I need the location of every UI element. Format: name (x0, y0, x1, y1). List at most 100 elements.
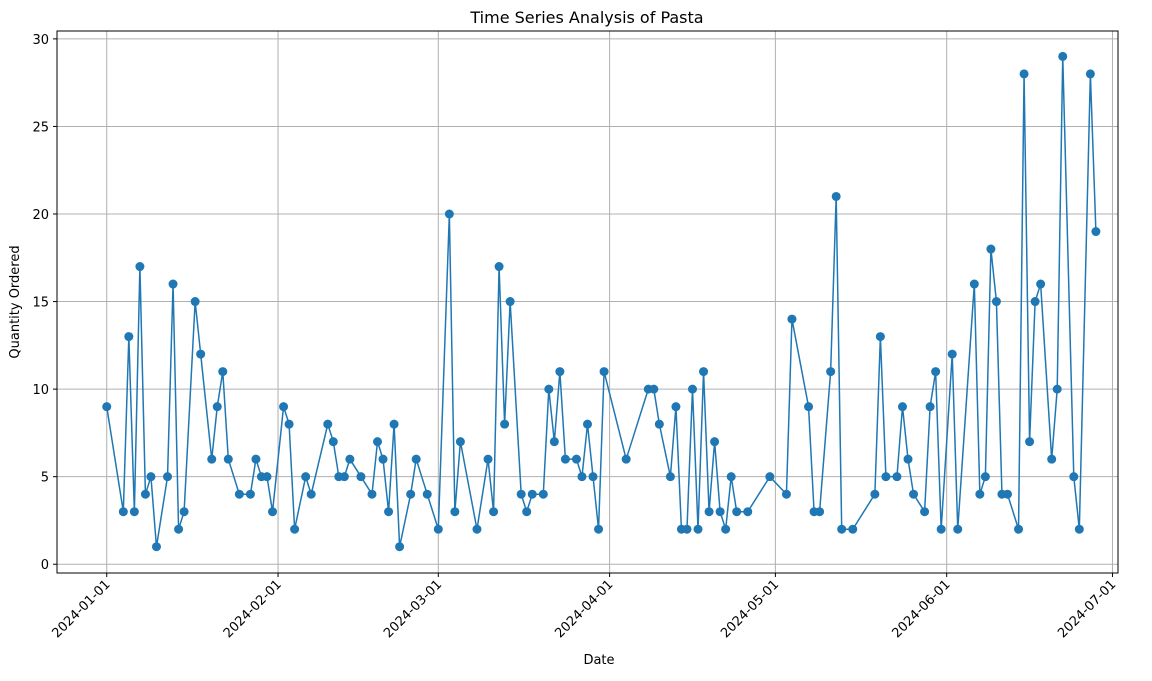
marker (848, 524, 858, 534)
marker (621, 454, 631, 464)
marker (583, 419, 592, 429)
marker (925, 402, 935, 412)
marker (815, 507, 825, 517)
marker (980, 472, 990, 482)
marker (251, 454, 261, 464)
marker (450, 507, 460, 517)
y-tick-label: 30 (32, 33, 49, 48)
marker (991, 297, 1001, 307)
marker (245, 489, 255, 499)
marker (323, 419, 333, 429)
marker (903, 454, 913, 464)
marker (975, 489, 985, 499)
marker (527, 489, 537, 499)
marker (1091, 227, 1101, 237)
marker (218, 367, 228, 377)
marker (765, 472, 775, 482)
marker (516, 489, 526, 499)
marker (455, 437, 465, 447)
marker (489, 507, 499, 517)
marker (279, 402, 289, 412)
marker (649, 384, 659, 394)
y-axis-title: Quantity Ordered (8, 245, 23, 358)
marker (1019, 69, 1029, 79)
marker (1052, 384, 1062, 394)
marker (931, 367, 941, 377)
marker (284, 419, 294, 429)
marker (577, 472, 587, 482)
x-axis-title: Date (583, 653, 614, 668)
x-tick-label: 2024-07-01 (1055, 577, 1119, 641)
marker (124, 332, 134, 342)
marker (223, 454, 233, 464)
marker (118, 507, 128, 517)
marker (196, 349, 206, 359)
marker (129, 507, 139, 517)
marker (875, 332, 885, 342)
marker (500, 419, 510, 429)
marker (268, 507, 278, 517)
marker (571, 454, 581, 464)
marker (687, 384, 697, 394)
marker (411, 454, 421, 464)
marker (947, 349, 957, 359)
marker (301, 472, 311, 482)
marker (693, 524, 703, 534)
marker (207, 454, 217, 464)
x-tick-label: 2024-04-01 (552, 577, 616, 641)
marker (168, 279, 178, 289)
marker (1002, 489, 1012, 499)
marker (544, 384, 554, 394)
x-tick-label: 2024-02-01 (221, 577, 285, 641)
marker (140, 489, 150, 499)
marker (1014, 524, 1024, 534)
marker (787, 314, 797, 324)
marker (721, 524, 731, 534)
marker (306, 489, 316, 499)
marker (505, 297, 515, 307)
marker (384, 507, 394, 517)
marker (986, 244, 996, 254)
marker (378, 454, 388, 464)
marker (682, 524, 692, 534)
marker (406, 489, 416, 499)
x-tick-label: 2024-03-01 (381, 577, 445, 641)
marker (234, 489, 244, 499)
marker (671, 402, 681, 412)
marker (837, 524, 847, 534)
y-tick-label: 5 (41, 471, 49, 486)
plot-frame (56, 30, 1119, 574)
y-tick-label: 20 (32, 208, 49, 223)
marker (804, 402, 814, 412)
marker (212, 402, 222, 412)
marker (881, 472, 891, 482)
marker (1069, 472, 1079, 482)
marker (726, 472, 736, 482)
marker (395, 542, 405, 552)
y-tick-label: 0 (41, 558, 49, 573)
marker (710, 437, 720, 447)
marker (522, 507, 532, 517)
marker (699, 367, 709, 377)
marker (920, 507, 930, 517)
marker (1058, 51, 1068, 61)
marker (560, 454, 570, 464)
marker (599, 367, 609, 377)
marker (594, 524, 604, 534)
x-tick-label: 2024-01-01 (50, 577, 114, 641)
y-tick-label: 15 (32, 296, 49, 311)
marker (262, 472, 272, 482)
marker (179, 507, 189, 517)
marker (1030, 297, 1040, 307)
y-tick-label: 25 (32, 120, 49, 135)
marker (704, 507, 714, 517)
marker (831, 191, 841, 201)
marker (909, 489, 919, 499)
marker (151, 542, 161, 552)
marker (433, 524, 443, 534)
marker (549, 437, 559, 447)
marker (897, 402, 907, 412)
marker (826, 367, 836, 377)
marker (892, 472, 902, 482)
